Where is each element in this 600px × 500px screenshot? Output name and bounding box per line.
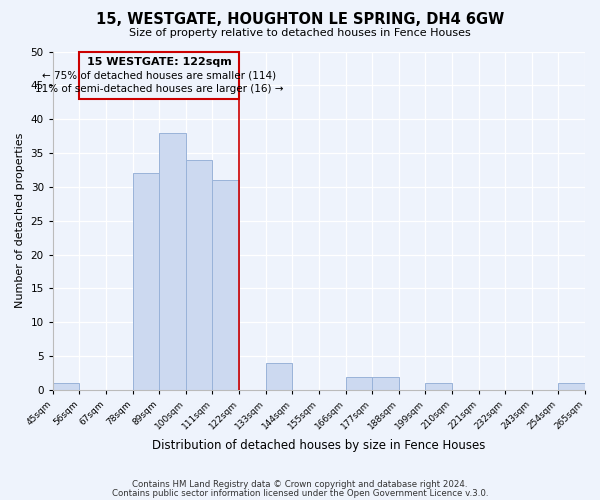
Bar: [212, 180, 239, 390]
FancyBboxPatch shape: [79, 52, 239, 99]
Text: 11% of semi-detached houses are larger (16) →: 11% of semi-detached houses are larger (…: [35, 84, 284, 94]
Bar: [372, 376, 399, 390]
Y-axis label: Number of detached properties: Number of detached properties: [15, 133, 25, 308]
Bar: [346, 376, 372, 390]
X-axis label: Distribution of detached houses by size in Fence Houses: Distribution of detached houses by size …: [152, 440, 485, 452]
Bar: [266, 363, 292, 390]
Text: ← 75% of detached houses are smaller (114): ← 75% of detached houses are smaller (11…: [42, 70, 277, 80]
Bar: [186, 160, 212, 390]
Bar: [559, 384, 585, 390]
Bar: [425, 384, 452, 390]
Bar: [159, 133, 186, 390]
Text: 15 WESTGATE: 122sqm: 15 WESTGATE: 122sqm: [87, 56, 232, 66]
Bar: [53, 384, 79, 390]
Text: 15, WESTGATE, HOUGHTON LE SPRING, DH4 6GW: 15, WESTGATE, HOUGHTON LE SPRING, DH4 6G…: [96, 12, 504, 28]
Text: Contains public sector information licensed under the Open Government Licence v.: Contains public sector information licen…: [112, 488, 488, 498]
Text: Contains HM Land Registry data © Crown copyright and database right 2024.: Contains HM Land Registry data © Crown c…: [132, 480, 468, 489]
Text: Size of property relative to detached houses in Fence Houses: Size of property relative to detached ho…: [129, 28, 471, 38]
Bar: [133, 174, 159, 390]
